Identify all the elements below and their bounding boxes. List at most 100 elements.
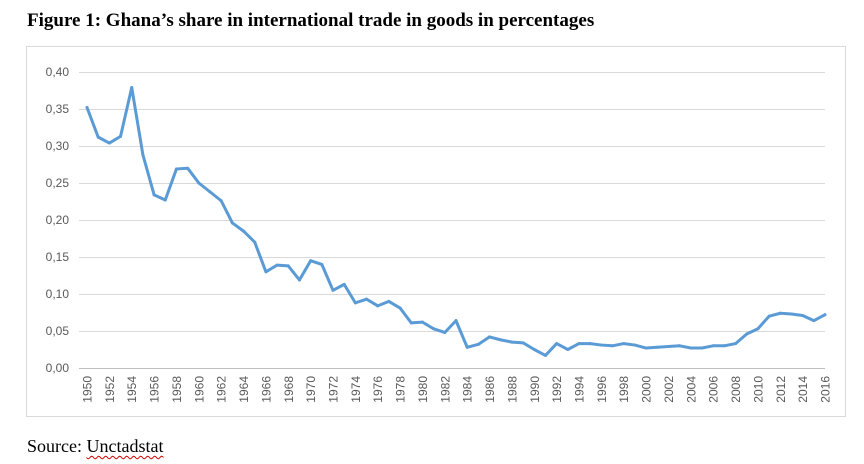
x-axis-tick-labels: 1950 1952 1954 1956 1958 1960 1962 1964 1966 1968… bbox=[81, 376, 833, 403]
x-tick-label: 1992 bbox=[550, 376, 564, 403]
x-tick-label: 2002 bbox=[662, 376, 676, 403]
data-point bbox=[275, 263, 279, 267]
y-tick-label: 0,25 bbox=[46, 176, 70, 190]
data-point bbox=[756, 327, 760, 331]
data-point bbox=[320, 262, 324, 266]
x-tick-label: 1998 bbox=[617, 376, 631, 403]
y-tick-label: 0,05 bbox=[46, 324, 70, 338]
data-point bbox=[488, 335, 492, 339]
data-point bbox=[577, 342, 581, 346]
x-tick-label: 2014 bbox=[796, 376, 810, 403]
x-tick-label: 1968 bbox=[282, 376, 296, 403]
x-tick-label: 2006 bbox=[707, 376, 721, 403]
data-point bbox=[376, 304, 380, 308]
y-axis-tick-labels: 0,00 0,05 0,10 0,15 0,20 0,25 0,30 0,35 0,40 bbox=[46, 65, 70, 375]
x-tick-label: 1952 bbox=[103, 376, 117, 403]
data-point bbox=[387, 299, 391, 303]
data-point bbox=[745, 332, 749, 336]
data-point bbox=[622, 342, 626, 346]
x-tick-label: 1996 bbox=[595, 376, 609, 403]
x-tick-label: 2016 bbox=[819, 376, 833, 403]
x-tick-label: 1950 bbox=[81, 376, 95, 403]
data-point bbox=[789, 312, 793, 316]
data-point bbox=[734, 342, 738, 346]
data-point bbox=[823, 313, 827, 317]
x-tick-label: 1958 bbox=[170, 376, 184, 403]
data-point bbox=[309, 259, 313, 263]
data-point bbox=[331, 288, 335, 292]
data-point bbox=[666, 345, 670, 349]
x-tick-label: 1994 bbox=[573, 376, 587, 403]
data-point bbox=[443, 330, 447, 334]
data-point bbox=[778, 311, 782, 315]
x-tick-label: 1966 bbox=[259, 376, 273, 403]
x-tick-label: 1962 bbox=[215, 376, 229, 403]
data-point bbox=[510, 340, 514, 344]
data-point bbox=[432, 327, 436, 331]
data-point bbox=[532, 348, 536, 351]
data-point bbox=[342, 282, 346, 286]
x-tick-label: 1970 bbox=[304, 376, 318, 403]
data-point bbox=[409, 321, 413, 325]
data-point bbox=[465, 345, 469, 349]
chart-area: 0,00 0,05 0,10 0,15 0,20 0,25 0,30 0,35 0,40 195… bbox=[26, 46, 846, 417]
data-point bbox=[174, 167, 178, 171]
y-tick-label: 0,10 bbox=[46, 287, 70, 301]
data-point bbox=[186, 166, 190, 170]
source-prefix: Source: bbox=[27, 436, 87, 456]
data-point bbox=[767, 314, 771, 318]
data-point bbox=[555, 342, 559, 346]
data-point bbox=[454, 319, 458, 323]
data-point bbox=[678, 344, 682, 348]
x-tick-label: 1990 bbox=[528, 376, 542, 403]
data-point bbox=[499, 338, 503, 342]
data-point bbox=[689, 346, 693, 350]
series-layer bbox=[85, 86, 827, 357]
data-point bbox=[655, 345, 659, 349]
x-tick-label: 2010 bbox=[751, 376, 765, 403]
data-point bbox=[96, 135, 100, 139]
source-name: Unctadstat bbox=[86, 436, 164, 456]
data-point bbox=[543, 353, 547, 357]
data-point bbox=[85, 106, 89, 110]
data-point bbox=[297, 278, 301, 282]
x-tick-label: 1976 bbox=[371, 376, 385, 403]
data-point bbox=[230, 221, 234, 225]
x-tick-label: 2004 bbox=[684, 376, 698, 403]
x-tick-label: 1988 bbox=[505, 376, 519, 403]
data-point bbox=[398, 306, 402, 310]
data-point bbox=[219, 199, 223, 203]
x-tick-label: 1982 bbox=[438, 376, 452, 403]
data-point bbox=[644, 346, 648, 350]
x-tick-label: 1956 bbox=[148, 376, 162, 403]
data-point bbox=[420, 320, 424, 324]
data-point bbox=[286, 264, 290, 268]
x-tick-label: 1974 bbox=[349, 376, 363, 403]
data-point bbox=[119, 134, 123, 138]
data-point bbox=[812, 319, 816, 323]
data-point bbox=[130, 86, 134, 90]
gridlines bbox=[79, 72, 825, 369]
data-point bbox=[722, 344, 726, 348]
data-point bbox=[141, 153, 145, 157]
y-tick-label: 0,30 bbox=[46, 139, 70, 153]
x-tick-label: 1964 bbox=[237, 376, 251, 403]
data-point bbox=[711, 344, 715, 348]
data-point bbox=[208, 190, 212, 194]
y-tick-label: 0,15 bbox=[46, 250, 70, 264]
data-point bbox=[253, 240, 257, 244]
x-tick-label: 1960 bbox=[192, 376, 206, 403]
data-point bbox=[801, 313, 805, 317]
x-tick-label: 1954 bbox=[125, 376, 139, 403]
data-point bbox=[599, 343, 603, 347]
data-point bbox=[700, 346, 704, 350]
data-point bbox=[152, 193, 156, 197]
data-point bbox=[264, 270, 268, 274]
x-tick-label: 1978 bbox=[394, 376, 408, 403]
y-tick-label: 0,00 bbox=[46, 361, 70, 375]
data-point bbox=[353, 301, 357, 305]
data-point bbox=[365, 297, 369, 301]
data-point bbox=[611, 344, 615, 348]
figure-title: Figure 1: Ghana’s share in international… bbox=[27, 10, 595, 31]
x-tick-label: 2000 bbox=[640, 376, 654, 403]
